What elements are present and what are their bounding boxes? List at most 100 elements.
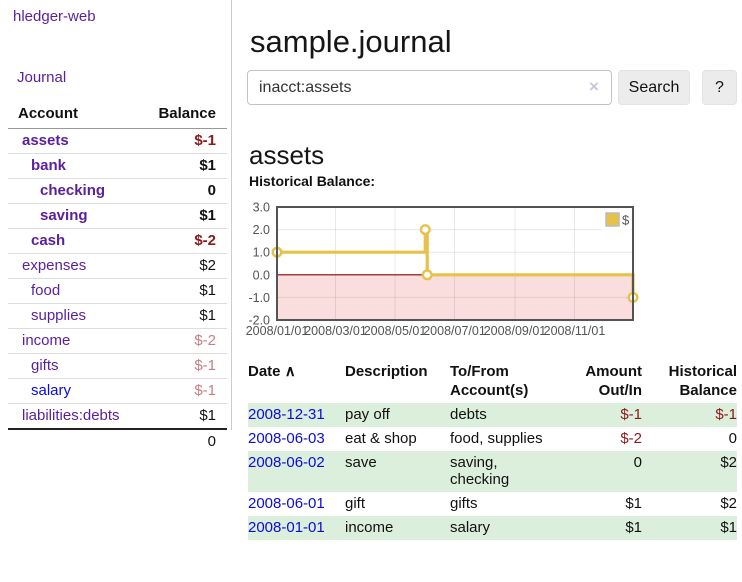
chart-border [276, 206, 634, 321]
sidebar: hledger-web Journal Account Balance asse… [0, 0, 232, 454]
register-row: 2008-06-01 gift gifts $1 $2 [248, 492, 737, 516]
register-header-historical: Historical Balance [668, 363, 737, 399]
register-date-link[interactable]: 2008-06-03 [248, 430, 325, 447]
account-balance: $1 [143, 303, 227, 329]
account-row: gifts $-1 [8, 353, 227, 379]
register-date-link[interactable]: 2008-06-01 [248, 495, 325, 512]
register-amount: $-2 [620, 430, 642, 447]
account-link[interactable]: liabilities:debts [22, 407, 120, 424]
account-link[interactable]: income [22, 332, 71, 349]
account-row: liabilities:debts $1 [8, 404, 227, 430]
accounts-total-balance: 0 [143, 428, 227, 454]
account-row: cash $-2 [8, 228, 227, 254]
register-row: 2008-01-01 income salary $1 $1 [248, 516, 737, 540]
account-link[interactable]: supplies [31, 307, 87, 324]
legend-swatch [605, 212, 620, 227]
account-balance: $1 [143, 278, 227, 304]
register-accounts: gifts [450, 495, 478, 512]
register-description: gift [345, 495, 366, 512]
register-date-link[interactable]: 2008-06-02 [248, 454, 325, 471]
register-header-date[interactable]: Date ∧ [248, 363, 296, 380]
register-header-amount: Amount Out/In [585, 363, 642, 399]
register-amount: $1 [625, 495, 642, 512]
register-amount: $-1 [557, 403, 642, 427]
accounts-header-balance: Balance [143, 100, 227, 129]
account-balance: $1 [143, 153, 227, 179]
account-link[interactable]: saving [40, 207, 88, 224]
accounts-header-row: Account Balance [8, 100, 227, 129]
y-tick-label: -2.0 [248, 314, 270, 328]
account-row: bank $1 [8, 153, 227, 179]
x-tick-label: 2008/03/01 [304, 324, 367, 338]
account-balance: $2 [143, 253, 227, 279]
sidebar-item-journal[interactable]: Journal [17, 69, 67, 86]
register-date-link[interactable]: 2008-12-31 [248, 406, 325, 423]
register-description: income [345, 516, 450, 540]
register-row: 2008-12-31 pay off debts $-1 $-1 [248, 403, 737, 427]
account-link[interactable]: salary [31, 382, 72, 399]
search-button[interactable]: Search [618, 70, 690, 105]
register-balance: $2 [720, 495, 737, 512]
account-link[interactable]: bank [31, 157, 67, 174]
register-header-tofrom: To/From Account(s) [450, 363, 529, 399]
register-accounts: salary [450, 516, 557, 540]
accounts-total-spacer [8, 428, 144, 454]
account-balance: $-2 [143, 228, 227, 254]
x-tick-label: 2008/07/01 [423, 324, 486, 338]
account-row: expenses $2 [8, 253, 227, 279]
register-accounts: saving, checking [450, 451, 557, 492]
account-link[interactable]: cash [31, 232, 66, 249]
accounts-total-row: 0 [8, 428, 227, 454]
register-amount: 0 [557, 451, 642, 492]
sort-ascending-icon: ∧ [284, 363, 296, 380]
accounts-header-account: Account [8, 100, 144, 129]
page-title: sample.journal [250, 23, 452, 59]
register-balance: 0 [728, 430, 737, 447]
historical-balance-chart: 3.0 2.0 1.0 0.0 -1.0 -2.02008/01/012008/03/01… [246, 201, 639, 338]
chart-negative-region [277, 274, 633, 320]
account-row: assets $-1 [8, 128, 227, 154]
y-tick-label: 0.0 [253, 268, 270, 282]
register-amount: $1 [557, 516, 642, 540]
help-button[interactable]: ? [702, 70, 737, 105]
account-link[interactable]: checking [40, 182, 106, 199]
account-balance: $1 [199, 407, 216, 424]
register-row: 2008-06-02 save saving, checking 0 $2 [248, 451, 737, 492]
account-row: saving $1 [8, 203, 227, 229]
data-point-marker [421, 269, 433, 281]
x-tick-label: 2008/01/01 [246, 324, 308, 338]
account-link[interactable]: assets [22, 132, 69, 149]
register-description: eat & shop [345, 430, 417, 447]
account-balance: $-1 [143, 353, 227, 379]
register-description: pay off [345, 403, 450, 427]
account-heading: assets [249, 139, 325, 170]
account-link[interactable]: food [31, 282, 61, 299]
register-accounts: food, supplies [450, 430, 543, 447]
data-point-marker [419, 224, 431, 236]
y-tick-label: 3.0 [253, 201, 270, 215]
register-table: Date ∧ Description To/From Account(s) Amount… [248, 362, 737, 540]
account-row: food $1 [8, 278, 227, 304]
chart-title: Historical Balance: [249, 173, 376, 189]
x-tick-label: 2008/05/01 [364, 324, 427, 338]
app-brand-link[interactable]: hledger-web [13, 8, 96, 25]
search-input[interactable] [247, 70, 612, 105]
clear-search-icon[interactable]: × [589, 77, 599, 96]
account-link[interactable]: gifts [31, 357, 59, 374]
account-balance: $-1 [143, 128, 227, 154]
account-balance: $1 [143, 203, 227, 229]
account-link[interactable]: expenses [22, 257, 87, 274]
y-tick-label: -1.0 [248, 291, 270, 305]
account-balance: $-2 [143, 328, 227, 354]
register-row: 2008-06-03 eat & shop food, supplies $-2 0 [248, 427, 737, 451]
x-tick-label: 2008/11/01 [544, 324, 606, 338]
x-tick-label: 2008/09/01 [484, 324, 547, 338]
register-accounts: debts [450, 403, 557, 427]
account-row: salary $-1 [8, 378, 227, 404]
account-row: checking 0 [8, 178, 227, 204]
y-tick-label: 2.0 [253, 223, 270, 237]
register-header-description: Description [345, 363, 428, 380]
account-balance: 0 [143, 178, 227, 204]
register-header-row: Date ∧ Description To/From Account(s) Amount… [248, 362, 737, 403]
register-date-link[interactable]: 2008-01-01 [248, 519, 325, 536]
